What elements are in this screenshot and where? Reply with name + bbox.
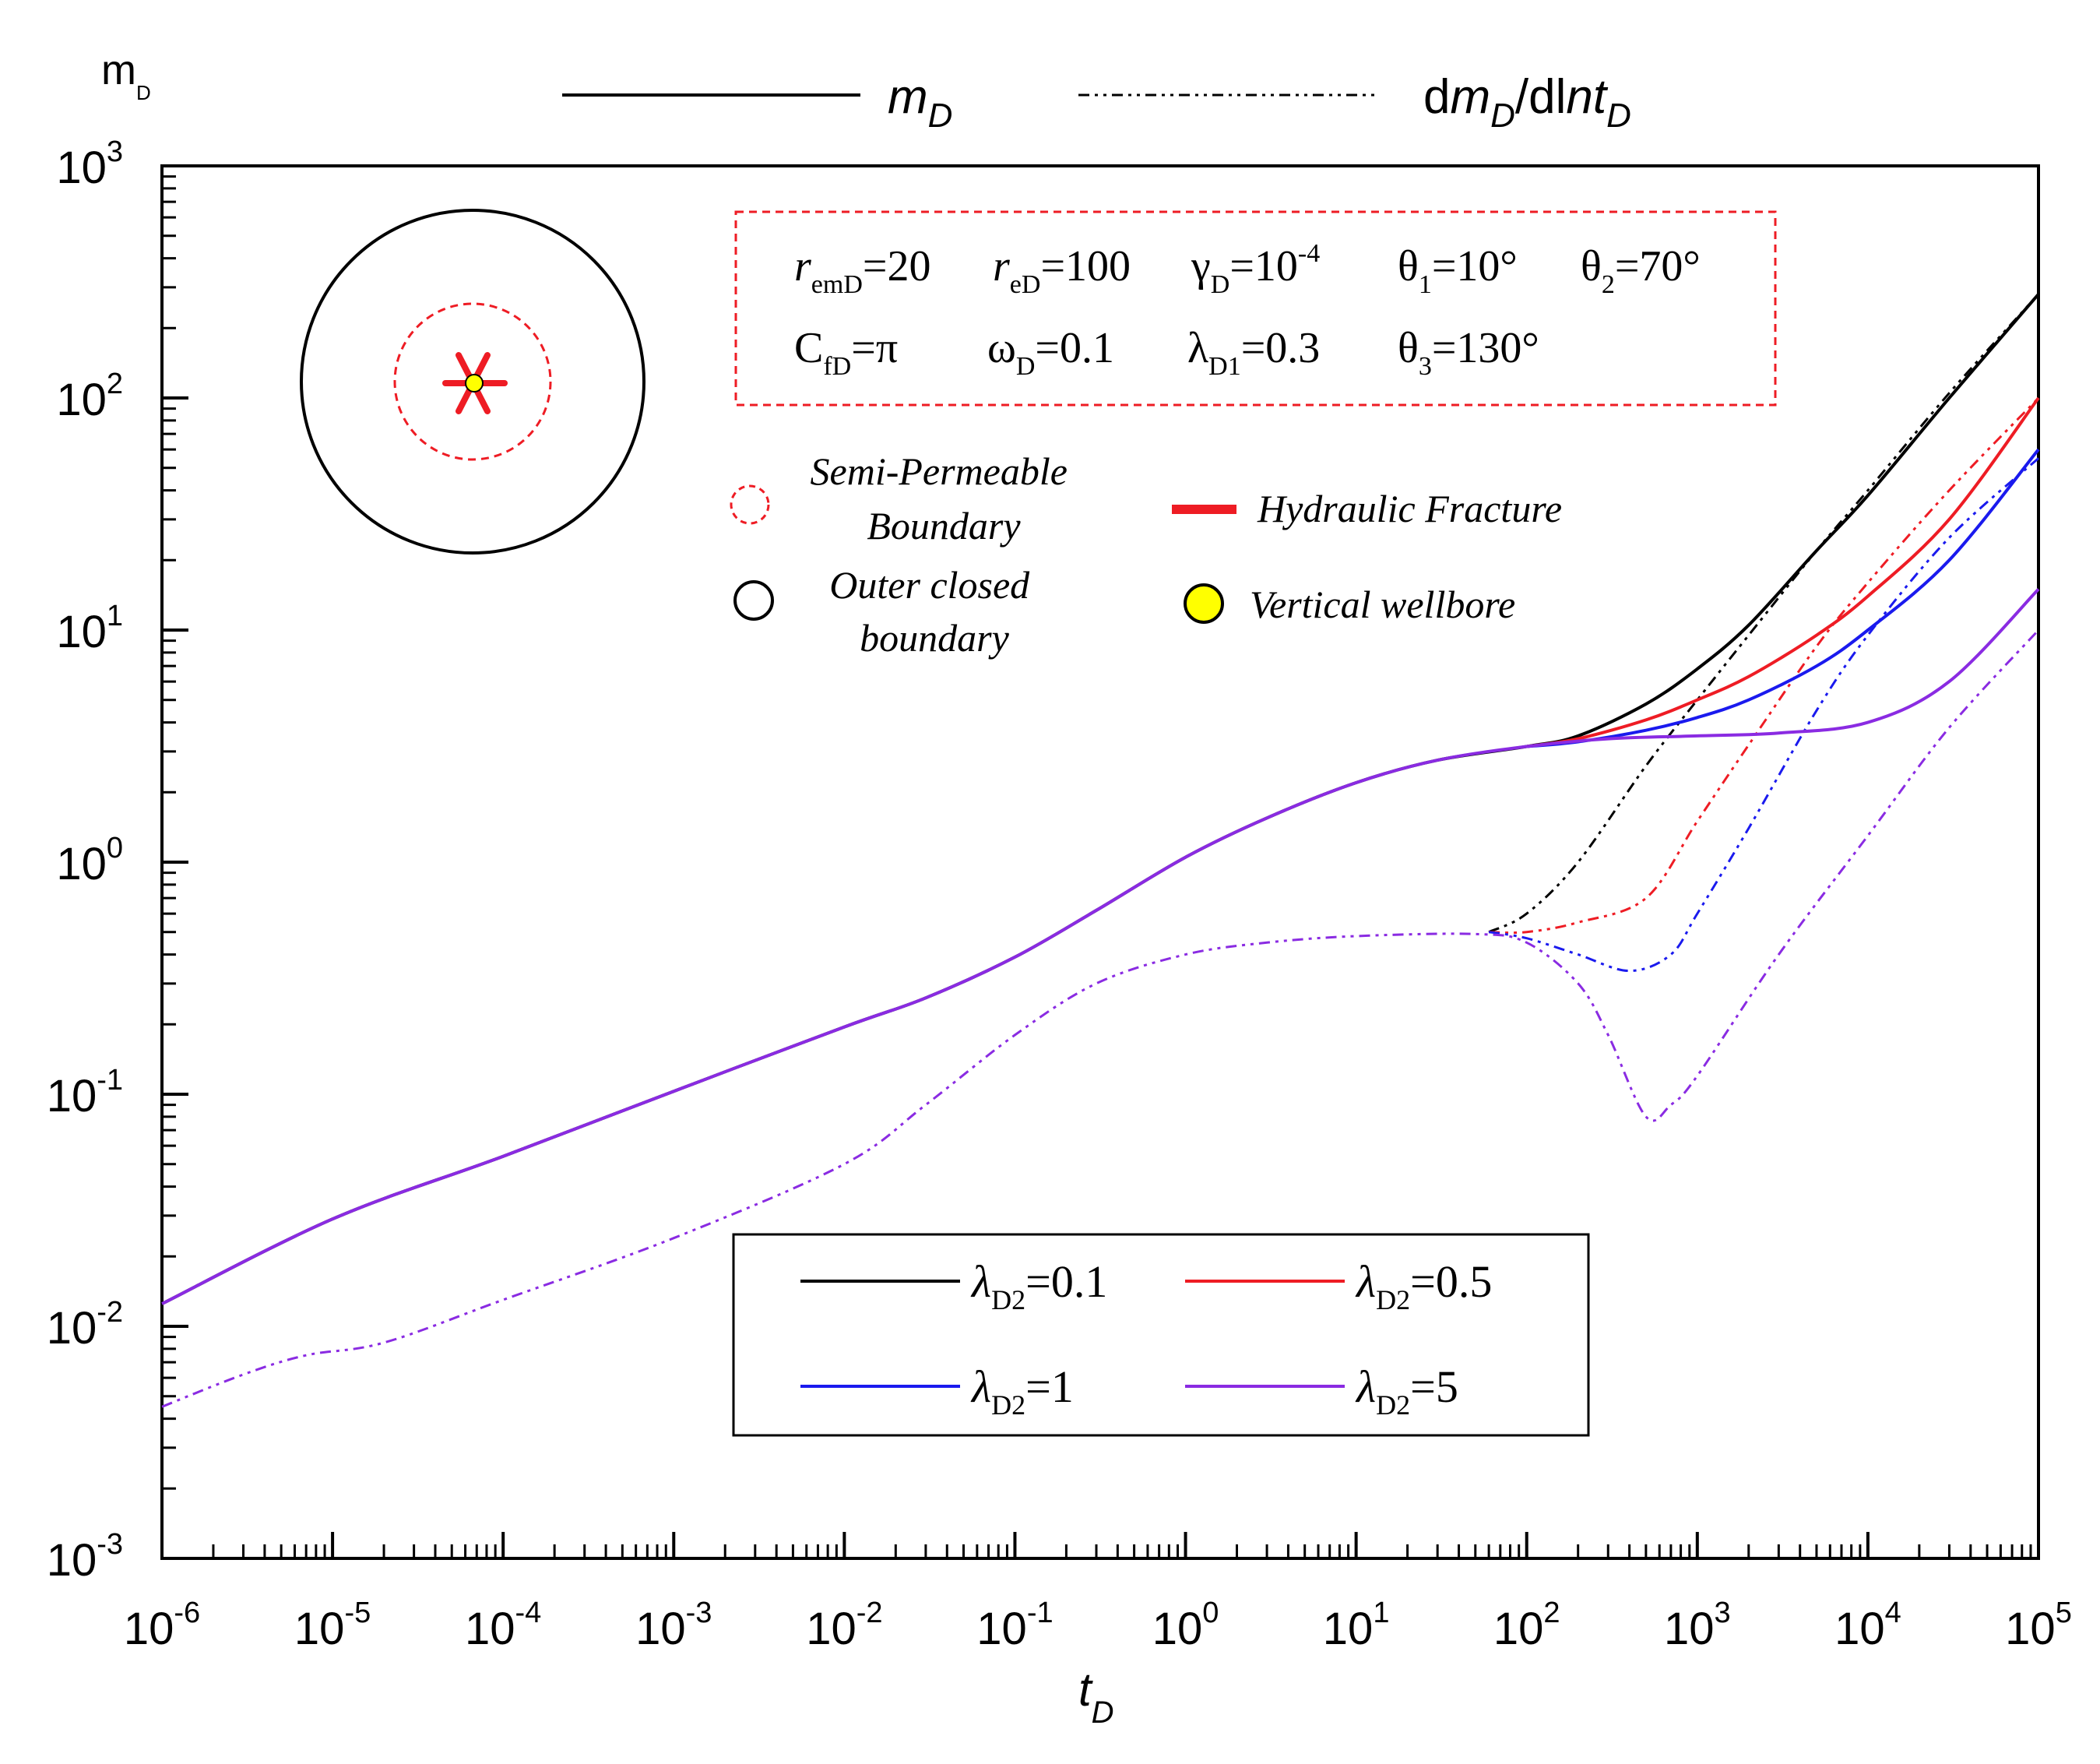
series-derivative-line-0 — [1488, 293, 2040, 934]
parameter-item: λD1=0.3 — [1187, 324, 1320, 381]
reservoir-schematic — [300, 209, 645, 555]
outer-boundary-circle — [300, 209, 645, 555]
hydraulic-fracture-label: Hydraulic Fracture — [1257, 487, 1562, 530]
outer-boundary-label: Outer closed boundary — [829, 563, 1039, 660]
y-axis-tick-labels: 10-3 10-2 10-1 100 101 102 103 — [47, 136, 123, 1586]
outer-boundary-symbol — [733, 580, 774, 621]
schematic-legend: Semi-Permeable Boundary Hydraulic Fractu… — [730, 449, 1562, 660]
parameter-item: θ1=10° — [1398, 242, 1518, 299]
x-tick-label: 104 — [1834, 1597, 1901, 1654]
y-axis-title: mD — [101, 47, 151, 104]
semi-permeable-label: Semi-Permeable Boundary — [811, 449, 1078, 548]
series-derivative-line-3 — [161, 628, 2040, 1408]
y-tick-label: 101 — [56, 600, 123, 657]
x-tick-label: 102 — [1493, 1597, 1560, 1654]
style-legend-dashed-label: dmD/dlntD — [1423, 70, 1631, 135]
parameter-item: ωD=0.1 — [987, 324, 1114, 381]
x-tick-label: 103 — [1664, 1597, 1731, 1654]
series-legend-box — [732, 1233, 1590, 1437]
x-tick-label: 105 — [2005, 1597, 2072, 1654]
series-legend-label-0: λD2=0.1 — [970, 1256, 1107, 1315]
parameter-item: CfD=π — [794, 324, 898, 381]
semi-permeable-symbol — [730, 484, 770, 525]
parameter-item: remD=20 — [794, 242, 930, 299]
y-tick-label: 10-3 — [47, 1528, 123, 1586]
x-tick-label: 10-6 — [124, 1597, 200, 1654]
wellbore-dot — [465, 374, 484, 393]
series-legend-label-3: λD2=5 — [1355, 1361, 1458, 1421]
vertical-wellbore-label: Vertical wellbore — [1250, 583, 1515, 626]
series-derivative-line-2 — [1488, 457, 2039, 973]
parameter-box — [734, 210, 1777, 407]
parameter-item: θ2=70° — [1581, 242, 1701, 299]
y-tick-label: 10-1 — [47, 1064, 123, 1121]
series-derivative-line-1 — [1489, 396, 2040, 935]
parameter-item: γD=10-4 — [1191, 239, 1320, 299]
x-tick-label: 101 — [1323, 1597, 1390, 1654]
series-legend: λD2=0.1 λD2=0.5 λD2=1 λD2=5 — [800, 1256, 1492, 1421]
series-legend-label-1: λD2=0.5 — [1355, 1256, 1492, 1315]
y-tick-label: 103 — [56, 136, 123, 193]
series-pressure-line-1 — [1526, 396, 2040, 748]
y-tick-label: 10-2 — [47, 1296, 123, 1354]
series-layer — [161, 293, 2040, 1408]
semi-permeable-circle — [393, 302, 552, 461]
x-tick-label: 10-2 — [806, 1597, 882, 1654]
parameter-item: θ3=130° — [1398, 324, 1539, 381]
x-tick-label: 100 — [1152, 1597, 1219, 1654]
x-tick-label: 10-3 — [635, 1597, 712, 1654]
axis-major-ticks — [160, 164, 2040, 1560]
vertical-wellbore-symbol — [1184, 583, 1224, 624]
x-tick-label: 10-4 — [465, 1597, 541, 1654]
x-tick-label: 10-5 — [294, 1597, 371, 1654]
parameter-item: reD=100 — [993, 242, 1131, 299]
series-legend-label-2: λD2=1 — [970, 1361, 1074, 1421]
y-tick-label: 100 — [56, 832, 123, 889]
style-legend-solid-label: mD — [888, 70, 952, 135]
x-tick-label: 10-1 — [976, 1597, 1053, 1654]
axis-minor-ticks — [162, 175, 2032, 1558]
series-pressure-line-3 — [161, 588, 2040, 1305]
y-tick-label: 102 — [56, 368, 123, 425]
x-axis-tick-labels: 10-6 10-5 10-4 10-3 10-2 10-1 100 101 102 103 104 1… — [124, 1597, 2072, 1654]
parameter-list: remD=20 reD=100 γD=10-4 θ1=10° θ2=70° CfD=π ωD… — [794, 239, 1701, 381]
style-legend: mD dmD/dlntD — [562, 70, 1631, 135]
x-axis-title: tD — [1078, 1664, 1114, 1730]
